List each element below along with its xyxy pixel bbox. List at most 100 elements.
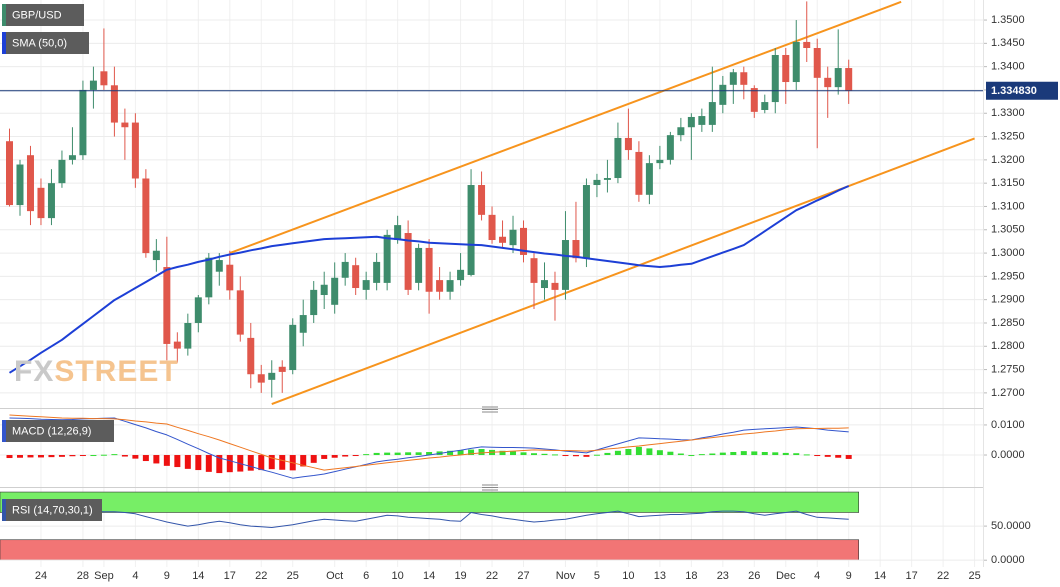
badge-stripe [2,4,6,26]
rsi-band [0,491,860,513]
candle-body [289,324,297,371]
macd-histogram-bar [803,454,810,456]
macd-histogram-bar [520,452,527,456]
macd-histogram-bar [478,449,485,456]
candle-body [404,233,412,290]
macd-histogram-bar [614,450,621,456]
macd-histogram-bar [247,455,254,471]
macd-histogram-bar [551,454,558,456]
candle-body [750,88,758,112]
y-tick-label: 1.3200 [991,154,1025,166]
macd-histogram-bar [835,455,842,458]
macd-histogram-bar [279,455,286,470]
x-tick-label: Oct [326,570,343,582]
macd-histogram-bar [226,455,233,473]
panel-title: MACD (12,26,9) [12,425,91,437]
macd-histogram-bar [405,452,412,456]
candle-body [110,85,118,123]
y-tick-label: 1.3250 [991,130,1025,142]
candle-body [436,280,444,292]
macd-histogram-bar [6,455,13,459]
candle-body [845,68,853,91]
macd-histogram-bar [814,455,821,457]
candle-body [16,164,24,206]
candle-body [247,337,255,375]
x-tick-label: 19 [454,570,466,582]
y-tick-label: 1.3450 [991,37,1025,49]
x-tick-label: 28 [77,570,89,582]
y-tick-label: 1.3300 [991,107,1025,119]
macd-histogram-bar [677,453,684,456]
drag-handle[interactable] [482,406,498,413]
x-tick-label: 22 [486,570,498,582]
macd-histogram-bar [688,455,695,457]
candle-body [331,277,339,305]
sma-badge[interactable]: SMA (50,0) [2,32,89,54]
candle-body [551,282,559,290]
x-tick-label: 26 [748,570,760,582]
x-tick-label: 22 [255,570,267,582]
macd-histogram-bar [363,454,370,456]
x-tick-label: 27 [517,570,529,582]
x-tick-label: 9 [846,570,852,582]
candle-body [131,122,139,179]
candle-body [362,280,370,290]
candle-body [624,137,632,151]
x-tick-label: 10 [622,570,634,582]
macd-histogram-bar [48,455,55,458]
x-tick-label: 9 [164,570,170,582]
rsi-badge[interactable]: RSI (14,70,30,1) [2,499,102,521]
trend-line [229,0,902,255]
candle-body [740,72,748,85]
candle-body [89,80,97,90]
macd-histogram-bar [16,455,23,458]
watermark-part: FX [14,355,54,388]
y-tick-label: 1.2750 [991,363,1025,375]
candle-body [698,116,706,125]
macd-histogram-bar [782,452,789,456]
candle-body [467,185,475,275]
candle-body [803,41,811,49]
candle-body [792,41,800,83]
candle-body [68,155,76,160]
candle-body [761,102,769,110]
symbol-title: GBP/USD [12,9,62,21]
candle-body [415,247,423,283]
macd-histogram-bar [751,451,758,456]
candle-body [614,137,622,179]
candle-body [666,135,674,160]
badge-bg [2,32,89,54]
candle-body [215,260,223,272]
candle-body [299,315,307,333]
candle-body [278,366,286,372]
candle-body [530,258,538,283]
x-tick-label: 13 [654,570,666,582]
drag-handle[interactable] [482,484,498,491]
macd-line [9,414,849,471]
candle-body [310,289,318,316]
candle-body [320,284,328,296]
y-tick-label: 1.2950 [991,270,1025,282]
candle-body [677,127,685,136]
macd-histogram-bar [730,452,737,456]
candle-body [373,261,381,283]
macd-histogram-bar [635,446,642,456]
candle-body [79,89,87,156]
symbol-badge[interactable]: GBP/USD [2,4,84,26]
macd-histogram-bar [27,455,34,458]
candle-body [488,214,496,241]
badge-bg [2,420,114,442]
x-tick-label: 25 [287,570,299,582]
x-tick-label: Dec [776,570,796,582]
badge-stripe [2,420,6,442]
candle-body [205,257,213,298]
macd-histogram-bar [69,455,76,457]
macd-histogram-bar [195,455,202,471]
macd-histogram-bar [205,455,212,472]
candle-body [173,341,181,349]
macd-histogram-bar [90,455,97,457]
macd-badge[interactable]: MACD (12,26,9) [2,420,114,442]
macd-histogram-bar [415,452,422,456]
macd-histogram-bar [698,454,705,456]
